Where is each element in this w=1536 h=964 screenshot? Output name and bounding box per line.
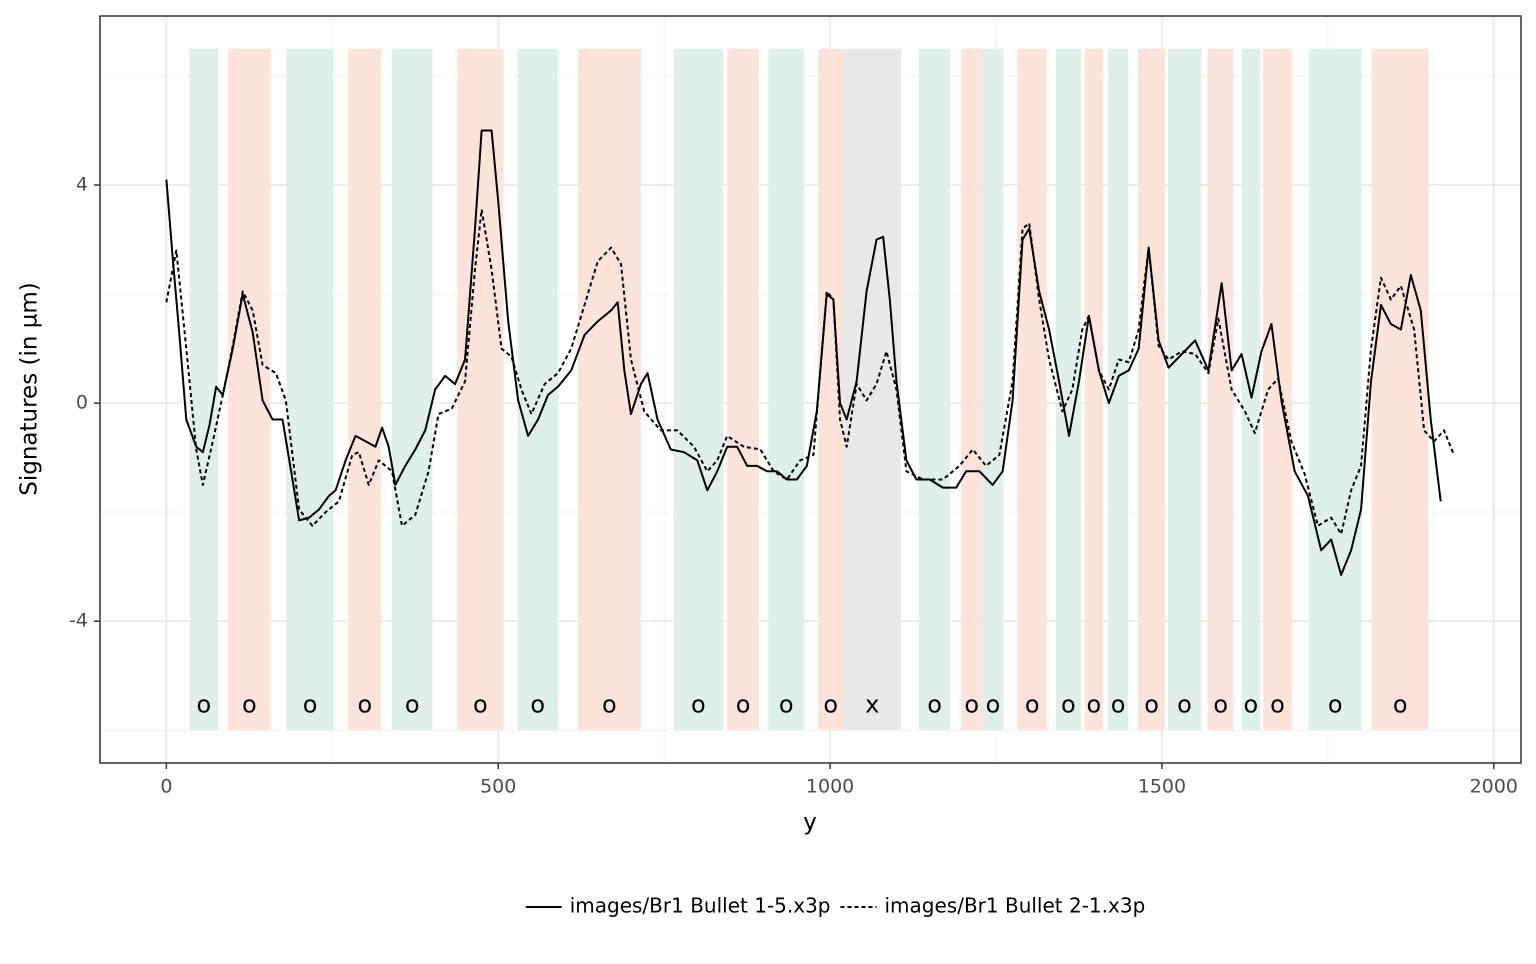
region-label: o [530, 691, 545, 719]
region-label: o [1087, 691, 1102, 719]
region-band [1108, 48, 1129, 731]
region-band [960, 48, 983, 731]
region-label: o [927, 691, 942, 719]
region-band [727, 48, 760, 731]
region-band [392, 48, 433, 731]
region-band [843, 48, 902, 731]
region-band [577, 48, 641, 731]
region-label: o [357, 691, 372, 719]
region-label: o [964, 691, 979, 719]
region-band [982, 48, 1004, 731]
x-tick-label: 0 [160, 776, 172, 798]
region-band [1207, 48, 1234, 731]
series-line [165, 129, 1442, 576]
region-label: o [602, 691, 617, 719]
region-band [228, 48, 271, 731]
x-tick-label: 500 [480, 776, 516, 798]
series-line [165, 208, 1455, 535]
region-label: o [405, 691, 420, 719]
region-label: o [736, 691, 751, 719]
region-band [1017, 48, 1048, 731]
region-band [1084, 48, 1103, 731]
region-band [768, 48, 805, 731]
region-label: o [242, 691, 257, 719]
region-band [1262, 48, 1293, 731]
region-label: o [1213, 691, 1228, 719]
region-label: o [986, 691, 1001, 719]
region-label: o [691, 691, 706, 719]
region-label: o [303, 691, 318, 719]
region-band [189, 48, 219, 731]
x-tick-label: 1000 [806, 776, 854, 798]
region-label: o [197, 691, 212, 719]
region-label: x [865, 691, 879, 719]
region-label: o [1177, 691, 1192, 719]
region-band [286, 48, 334, 731]
region-label: o [1025, 691, 1040, 719]
legend-label: images/Br1 Bullet 2-1.x3p [885, 894, 1146, 918]
region-band [673, 48, 724, 731]
region-label: o [1393, 691, 1408, 719]
x-axis-title: y [803, 810, 817, 836]
x-tick-label: 1500 [1138, 776, 1186, 798]
region-label: o [473, 691, 488, 719]
y-tick-label: -4 [69, 610, 88, 632]
legend-label: images/Br1 Bullet 1-5.x3p [570, 894, 831, 918]
region-label: o [779, 691, 794, 719]
legend: images/Br1 Bullet 1-5.x3p images/Br1 Bull… [525, 894, 1146, 918]
region-label: o [1328, 691, 1343, 719]
y-tick-label: 4 [76, 174, 88, 196]
region-label: o [1061, 691, 1076, 719]
region-band [348, 48, 382, 731]
x-tick-label: 2000 [1470, 776, 1518, 798]
region-band [1241, 48, 1261, 731]
plot-border [99, 15, 1522, 764]
region-label: o [1270, 691, 1285, 719]
y-axis-title: Signatures (in µm) [17, 282, 43, 496]
region-band [919, 48, 951, 731]
y-tick-label: 0 [76, 392, 88, 414]
region-label: o [1244, 691, 1259, 719]
region-band [517, 48, 558, 731]
region-band [1138, 48, 1166, 731]
region-label: o [1111, 691, 1126, 719]
region-label: o [1144, 691, 1159, 719]
region-band [1308, 48, 1362, 731]
region-label: o [823, 691, 838, 719]
region-band [1167, 48, 1202, 731]
